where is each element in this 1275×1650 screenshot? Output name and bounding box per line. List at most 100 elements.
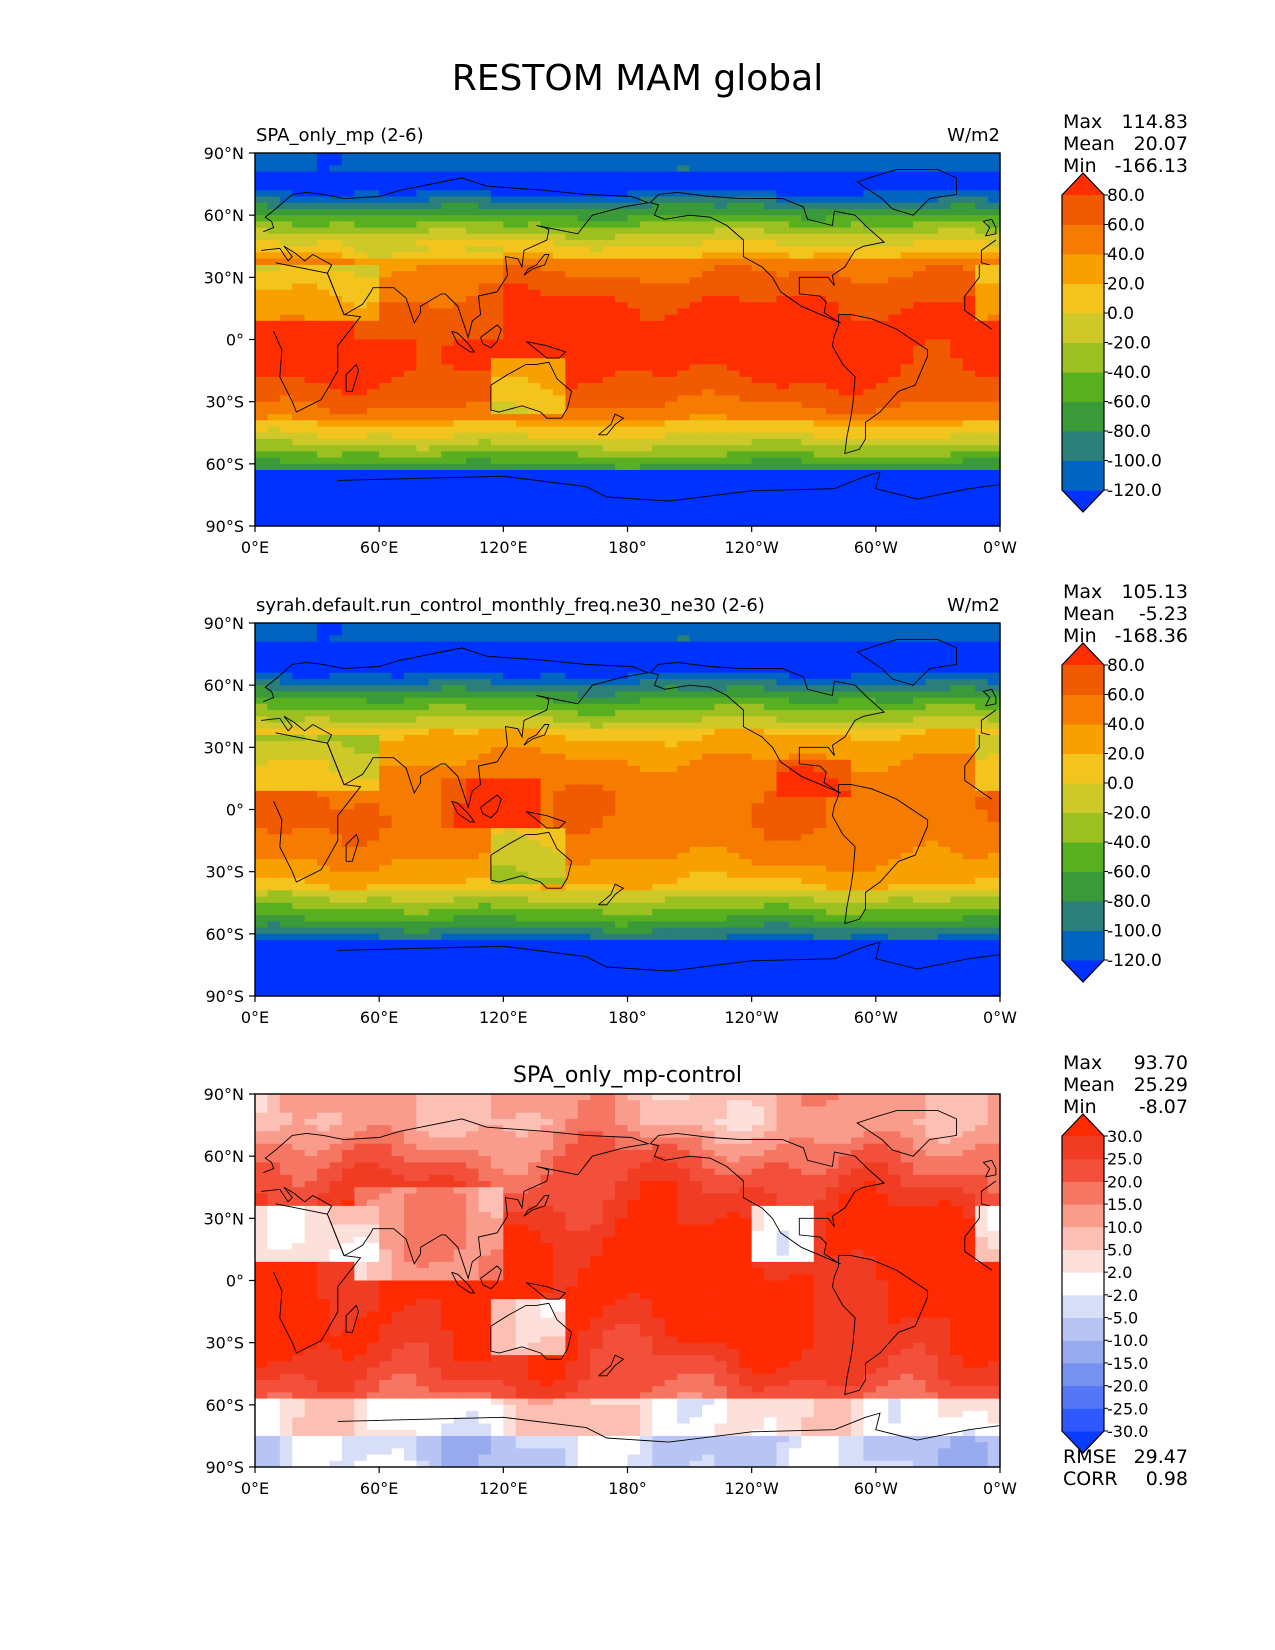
field-cell (354, 647, 368, 655)
field-cell (962, 716, 976, 724)
field-cell (379, 190, 393, 198)
field-cell (764, 389, 778, 397)
field-cell (255, 703, 269, 711)
field-cell (540, 513, 554, 521)
field-cell (391, 233, 405, 241)
field-cell (453, 215, 467, 222)
field-cell (354, 414, 368, 421)
field-cell (875, 289, 889, 297)
field-cell (615, 302, 629, 310)
field-cell (751, 190, 765, 198)
field-cell (950, 327, 964, 334)
field-cell (776, 258, 790, 266)
field-cell (515, 277, 529, 285)
field-cell (900, 364, 914, 372)
field-cell (764, 165, 778, 173)
field-cell (404, 364, 418, 372)
field-cell (267, 196, 281, 204)
field-cell (466, 246, 480, 254)
field-cell (788, 734, 802, 742)
field-cell (875, 470, 889, 477)
field-cell (354, 271, 368, 278)
field-cell (776, 383, 790, 390)
field-cell (739, 445, 753, 452)
field-cell (987, 401, 1001, 409)
colorbar-tick-label: 40.0 (1107, 245, 1145, 265)
field-cell (937, 519, 951, 527)
field-cell (689, 697, 703, 705)
field-cell (590, 364, 604, 372)
field-cell (950, 672, 964, 680)
field-cell (329, 716, 343, 724)
field-cell (478, 240, 492, 247)
field-cell (329, 457, 343, 465)
field-cell (702, 741, 716, 748)
field-cell (602, 395, 616, 403)
field-cell (714, 513, 728, 521)
field-cell (937, 641, 951, 649)
field-cell (515, 383, 529, 390)
field-cell (776, 171, 790, 179)
field-cell (925, 414, 939, 421)
field-cell (441, 470, 455, 477)
field-cell (267, 215, 281, 222)
field-cell (987, 482, 1001, 490)
field-cell (714, 728, 728, 736)
field-cell (987, 716, 1001, 724)
field-cell (689, 494, 703, 502)
field-cell (453, 519, 467, 527)
field-cell (503, 728, 517, 736)
field-cell (851, 233, 865, 241)
field-cell (341, 722, 355, 730)
field-cell (776, 507, 790, 515)
field-cell (826, 351, 840, 359)
field-cell (317, 623, 331, 630)
field-cell (937, 414, 951, 421)
field-cell (267, 494, 281, 502)
field-cell (615, 364, 629, 372)
field-cell (664, 747, 678, 755)
field-cell (379, 333, 393, 341)
field-cell (590, 165, 604, 173)
field-cell (391, 258, 405, 266)
field-cell (366, 488, 380, 496)
field-cell (937, 741, 951, 748)
field-cell (677, 258, 691, 266)
field-cell (664, 289, 678, 297)
field-cell (317, 389, 331, 397)
field-cell (528, 333, 542, 341)
field-cell (404, 233, 418, 241)
field-cell (441, 753, 455, 761)
field-cell (639, 271, 653, 278)
colorbar-bin (1062, 431, 1104, 461)
field-cell (652, 240, 666, 247)
field-cell (664, 438, 678, 446)
field-cell (627, 654, 641, 661)
field-cell (900, 519, 914, 527)
field-cell (379, 215, 393, 222)
field-cell (826, 196, 840, 204)
field-cell (565, 221, 579, 229)
coastlines (261, 169, 1001, 502)
field-cell (801, 395, 815, 403)
field-cell (801, 641, 815, 649)
field-cell (379, 722, 393, 730)
field-cell (453, 482, 467, 490)
field-cell (900, 153, 914, 160)
field-cell (255, 641, 269, 649)
field-cell (950, 271, 964, 278)
field-cell (652, 457, 666, 465)
field-cell (863, 358, 877, 365)
field-cell (466, 271, 480, 278)
field-cell (826, 734, 840, 742)
field-cell (702, 414, 716, 421)
field-cell (875, 159, 889, 167)
field-cell (577, 414, 591, 421)
field-cell (764, 184, 778, 191)
field-cell (838, 345, 852, 353)
field-cell (329, 351, 343, 359)
field-cell (788, 227, 802, 235)
field-cell (764, 678, 778, 686)
field-cell (391, 476, 405, 484)
field-cell (900, 734, 914, 742)
